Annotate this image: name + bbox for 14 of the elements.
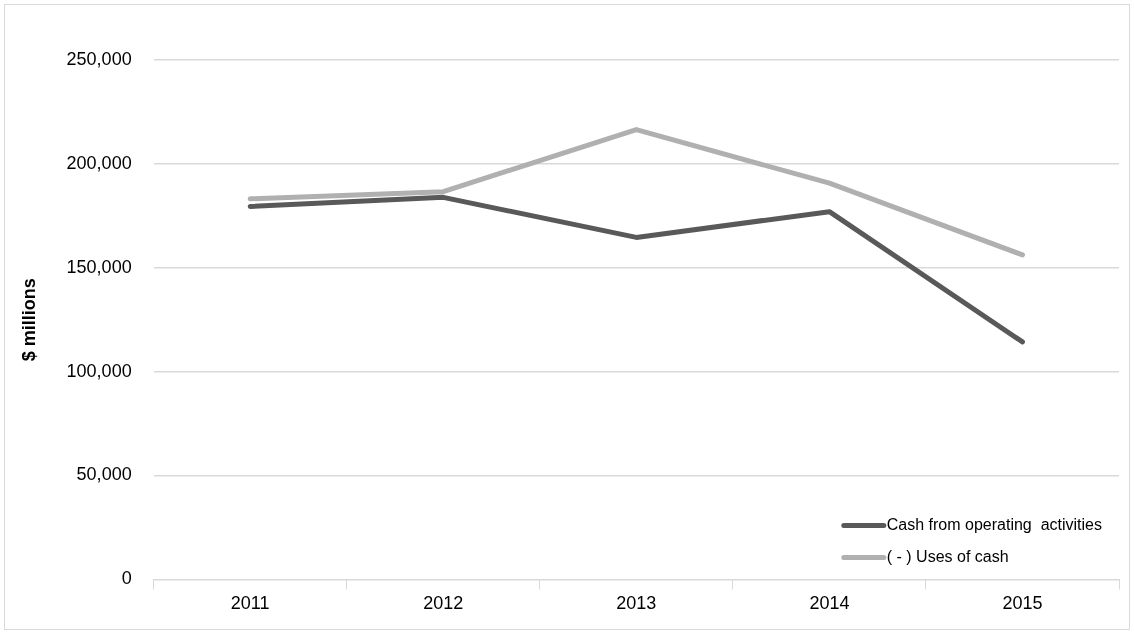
y-tick-label: 250,000 (66, 48, 132, 69)
x-tick-label: 2015 (1002, 593, 1043, 614)
y-tick-label: 50,000 (76, 464, 132, 485)
x-tick-label: 2011 (230, 593, 270, 614)
y-axis-title: $ millions (18, 278, 39, 362)
y-tick-label: 0 (121, 568, 132, 589)
y-tick-label: 100,000 (66, 360, 132, 381)
y-tick-label: 150,000 (66, 256, 132, 277)
x-tick-label: 2012 (423, 593, 464, 614)
y-tick-label: 200,000 (66, 152, 132, 173)
legend-label: Cash from operating activities (886, 515, 1102, 533)
x-tick-label: 2014 (809, 593, 850, 614)
legend-label: ( - ) Uses of cash (886, 547, 1009, 565)
x-tick-label: 2013 (616, 593, 657, 614)
